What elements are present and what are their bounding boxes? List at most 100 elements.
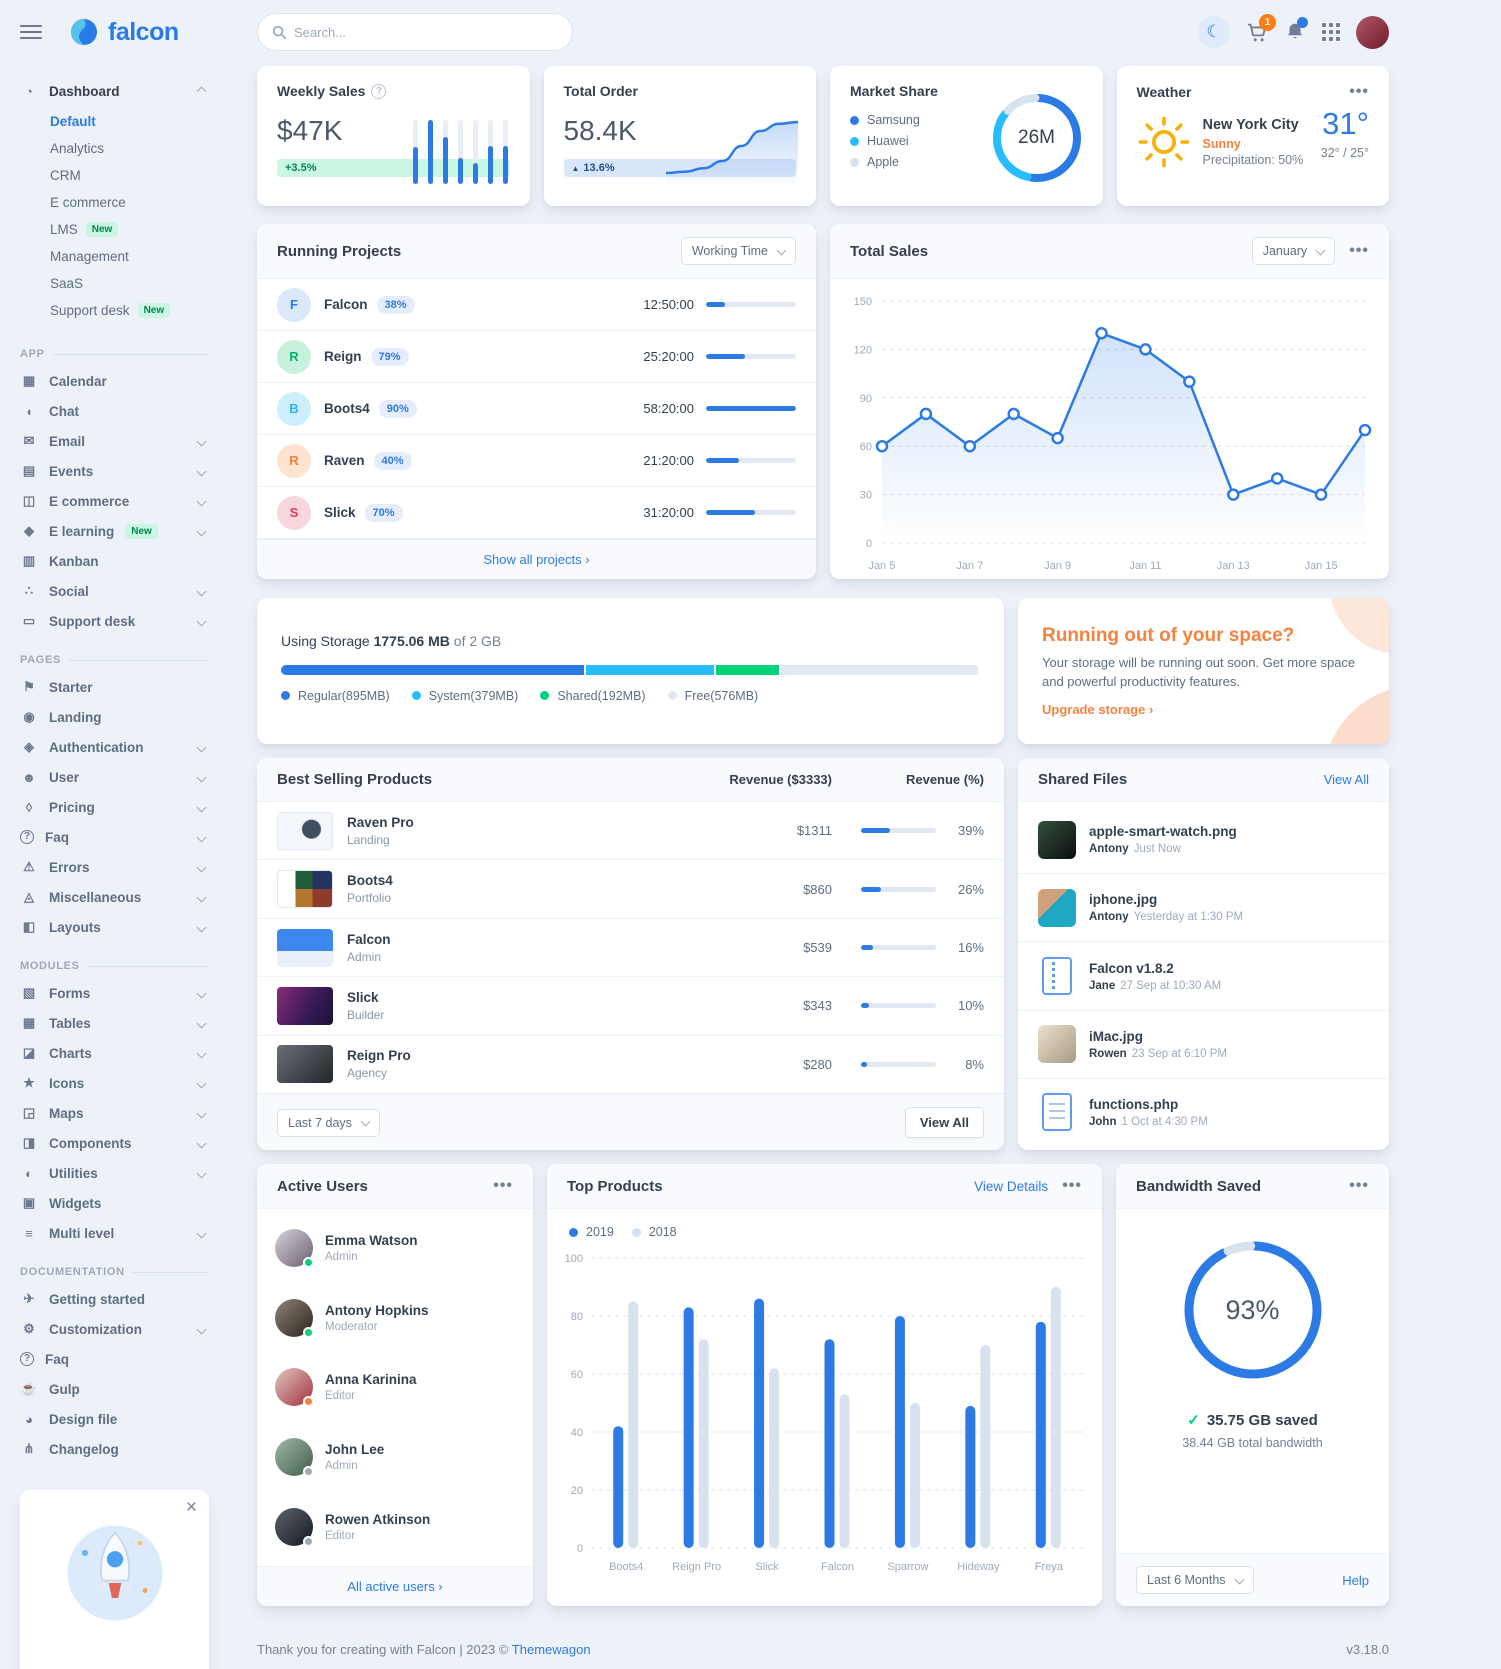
sidebar-item-pricing[interactable]: ◊ Pricing — [20, 792, 209, 822]
themewagon-link[interactable]: Themewagon — [511, 1642, 591, 1657]
sidebar-item-label: Calendar — [49, 373, 107, 389]
sidebar-item-components[interactable]: ◨ Components — [20, 1128, 209, 1158]
sidebar-item-utilities[interactable]: ◐ Utilities — [20, 1158, 209, 1188]
sidebar-item-gulp[interactable]: ☕ Gulp — [20, 1374, 209, 1404]
show-all-projects-link[interactable]: Show all projects › — [483, 552, 589, 567]
project-name-link[interactable]: Reign — [324, 349, 362, 364]
sidebar-item-multi-level[interactable]: ≡ Multi level — [20, 1218, 209, 1248]
sidebar-item-e-commerce[interactable]: ◫ E commerce — [20, 486, 209, 516]
view-all-button[interactable]: View All — [904, 1107, 984, 1138]
dark-mode-toggle[interactable]: ☾ — [1198, 16, 1230, 48]
brand-logo[interactable]: falcon — [68, 16, 179, 48]
sidebar-item-tables[interactable]: ▦ Tables — [20, 1008, 209, 1038]
project-name-link[interactable]: Slick — [324, 505, 356, 520]
user-name-link[interactable]: Antony Hopkins — [325, 1302, 429, 1318]
sidebar-item-chat[interactable]: ◖ Chat — [20, 396, 209, 426]
sidebar-item-e-commerce[interactable]: E commerce — [20, 189, 209, 216]
sidebar-item-customization[interactable]: ⚙ Customization — [20, 1314, 209, 1344]
sidebar-item-faq[interactable]: ? Faq — [20, 1344, 209, 1374]
sidebar-item-forms[interactable]: ▧ Forms — [20, 978, 209, 1008]
sidebar-item-starter[interactable]: ⚑ Starter — [20, 672, 209, 702]
project-name-link[interactable]: Raven — [324, 453, 365, 468]
user-name-link[interactable]: Emma Watson — [325, 1232, 418, 1248]
progress-fill — [706, 354, 745, 359]
sidebar-item-maps[interactable]: ◲ Maps — [20, 1098, 209, 1128]
sidebar-item-faq[interactable]: ? Faq — [20, 822, 209, 852]
sidebar-item-dashboard[interactable]: ◔ Dashboard — [20, 76, 209, 106]
user-avatar[interactable] — [1356, 15, 1389, 49]
user-role: Moderator — [325, 1320, 378, 1333]
working-time-select[interactable]: Working Time — [680, 237, 796, 265]
help-icon[interactable]: ? — [371, 83, 387, 99]
user-name-link[interactable]: Anna Karinina — [325, 1372, 417, 1388]
sidebar-item-layouts[interactable]: ◧ Layouts — [20, 912, 209, 942]
sidebar-item-errors[interactable]: ⚠ Errors — [20, 852, 209, 882]
sidebar-item-management[interactable]: Management — [20, 243, 209, 270]
hamburger-menu-icon[interactable] — [20, 25, 42, 39]
view-details-link[interactable]: View Details — [974, 1178, 1049, 1194]
sidebar-item-charts[interactable]: ◪ Charts — [20, 1038, 209, 1068]
file-name-link[interactable]: functions.php — [1089, 1096, 1179, 1112]
file-name-link[interactable]: iMac.jpg — [1089, 1028, 1144, 1044]
close-icon[interactable]: × — [185, 1497, 197, 1518]
sidebar-item-support-desk[interactable]: Support desk New — [20, 297, 209, 324]
project-row-right: 25:20:00 — [643, 349, 796, 364]
sidebar-item-lms[interactable]: LMS New — [20, 216, 209, 243]
search-bar[interactable] — [257, 13, 573, 51]
notifications-button[interactable] — [1284, 17, 1308, 43]
cart-button[interactable]: 1 — [1246, 14, 1276, 43]
chevron-down-icon — [196, 802, 207, 812]
shared-file-row: Falcon v1.8.2 Jane 27 Sep at 10:30 AM — [1018, 942, 1389, 1011]
file-name-link[interactable]: Falcon v1.8.2 — [1089, 960, 1174, 976]
sidebar-item-getting-started[interactable]: ✈ Getting started — [20, 1284, 209, 1314]
help-link[interactable]: Help — [1342, 1572, 1369, 1588]
sidebar-item-crm[interactable]: CRM — [20, 162, 209, 189]
card-menu-button[interactable]: ••• — [1062, 1177, 1082, 1194]
project-time: 12:50:00 — [643, 297, 694, 312]
sidebar-item-widgets[interactable]: ▣ Widgets — [20, 1188, 209, 1218]
sidebar-item-kanban[interactable]: ▥ Kanban — [20, 546, 209, 576]
project-name-link[interactable]: Boots4 — [324, 401, 370, 416]
sidebar-item-email[interactable]: ✉ Email — [20, 426, 209, 456]
all-active-users-link[interactable]: All active users › — [347, 1579, 442, 1594]
sidebar-item-design-file[interactable]: ◕ Design file — [20, 1404, 209, 1434]
sidebar-item-user[interactable]: ☻ User — [20, 762, 209, 792]
date-range-select[interactable]: Last 7 days — [277, 1108, 380, 1137]
sidebar-item-icons[interactable]: ★ Icons — [20, 1068, 209, 1098]
sidebar-item-social[interactable]: ∴ Social — [20, 576, 209, 606]
sidebar-item-authentication[interactable]: ◈ Authentication — [20, 732, 209, 762]
sidebar-item-support-desk[interactable]: ▭ Support desk — [20, 606, 209, 636]
upgrade-storage-link[interactable]: Upgrade storage › — [1042, 702, 1365, 717]
file-name-link[interactable]: iphone.jpg — [1089, 892, 1158, 908]
user-name-link[interactable]: John Lee — [325, 1442, 385, 1458]
sidebar-item-saas[interactable]: SaaS — [20, 270, 209, 297]
card-menu-button[interactable]: ••• — [1349, 242, 1369, 259]
project-name-link[interactable]: Falcon — [324, 297, 368, 312]
product-name-link[interactable]: Boots4 — [347, 873, 393, 889]
events-icon: ▤ — [22, 463, 36, 478]
card-menu-button[interactable]: ••• — [1349, 1177, 1369, 1194]
sidebar-item-changelog[interactable]: ⋔ Changelog — [20, 1434, 209, 1464]
svg-text:Jan 11: Jan 11 — [1129, 560, 1161, 572]
user-name-link[interactable]: Rowen Atkinson — [325, 1512, 431, 1528]
search-input[interactable] — [294, 24, 558, 40]
sidebar-item-analytics[interactable]: Analytics — [20, 135, 209, 162]
caret-up-icon: ▲ — [571, 163, 580, 173]
product-name-link[interactable]: Slick — [347, 989, 379, 1005]
file-name-link[interactable]: apple-smart-watch.png — [1089, 824, 1237, 840]
months-select[interactable]: Last 6 Months — [1136, 1566, 1254, 1594]
view-all-files-link[interactable]: View All — [1323, 772, 1369, 787]
sidebar-item-miscellaneous[interactable]: ◬ Miscellaneous — [20, 882, 209, 912]
sidebar-item-landing[interactable]: ◉ Landing — [20, 702, 209, 732]
month-select[interactable]: January — [1251, 237, 1336, 265]
sidebar-item-default[interactable]: Default — [20, 108, 209, 135]
sidebar-item-e-learning[interactable]: ◆ E learning New — [20, 516, 209, 546]
card-menu-button[interactable]: ••• — [493, 1177, 513, 1194]
sidebar-item-events[interactable]: ▤ Events — [20, 456, 209, 486]
product-name-link[interactable]: Raven Pro — [347, 814, 414, 830]
apps-grid-button[interactable] — [1322, 23, 1340, 41]
product-name-link[interactable]: Falcon — [347, 931, 391, 947]
sidebar-item-calendar[interactable]: ▦ Calendar — [20, 366, 209, 396]
product-name-link[interactable]: Reign Pro — [347, 1048, 411, 1064]
card-menu-button[interactable]: ••• — [1349, 83, 1369, 100]
